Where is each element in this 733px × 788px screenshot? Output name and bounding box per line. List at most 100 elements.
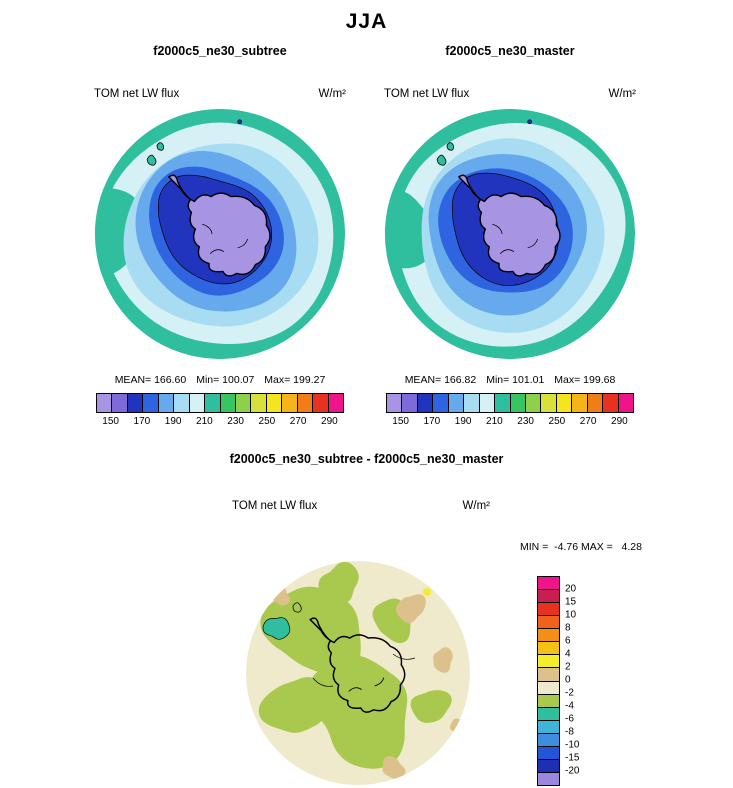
diff-colorbar-label: 10 (565, 609, 577, 621)
colorbar-segment (495, 394, 511, 412)
diff-colorbar-label: 0 (565, 674, 571, 686)
map-wrap (374, 106, 646, 362)
diff-colorbar-label: -4 (565, 700, 574, 712)
colorbar-segment (618, 394, 633, 412)
colorbar-segment (538, 759, 559, 773)
panel-title: f2000c5_ne30_master (445, 44, 575, 58)
colorbar-tick-label: 210 (486, 416, 503, 427)
colorbar-segment (538, 707, 559, 721)
colorbar-tick-label: 210 (196, 416, 213, 427)
colorbar-tick-label: 250 (258, 416, 276, 427)
colorbar-segment (538, 603, 559, 617)
units-label: W/m² (318, 88, 346, 100)
figure-title: JJA (345, 10, 388, 33)
colorbar-tick-label: 230 (227, 416, 244, 427)
colorbar-segment (433, 394, 449, 412)
colorbar-segment (313, 394, 329, 412)
diff-colorbar-label: -10 (565, 739, 580, 751)
colorbar-segment (464, 394, 480, 412)
colorbar-segment (328, 394, 343, 412)
colorbar-segment (297, 394, 314, 412)
colorbar-tick-label: 270 (289, 416, 307, 427)
antarctica-coastline (168, 174, 271, 277)
colorbar-segment (402, 394, 418, 412)
colorbar-segment (251, 394, 267, 412)
colorbar-segment (538, 590, 559, 604)
colorbar-segment (97, 394, 113, 412)
diff-colorbar (537, 576, 560, 786)
colorbar-tick-label: 170 (423, 416, 441, 427)
colorbar-segment (189, 394, 206, 412)
colorbar-ticks-master: 150 170 190 210 230 250 270 290 (385, 416, 635, 428)
colorbar-segment (587, 394, 604, 412)
colorbar-segment (143, 394, 159, 412)
variable-row: TOM net LW flux W/m² (84, 88, 356, 100)
colorbar-tick-label: 250 (548, 416, 566, 427)
diff-colorbar-label: -8 (565, 726, 574, 738)
colorbar-segment (417, 394, 434, 412)
antarctica-coastline (309, 617, 406, 713)
colorbar-segment (479, 394, 496, 412)
colorbar-tick-label: 290 (611, 416, 628, 427)
colorbar-tick-label: 290 (321, 416, 338, 427)
diff-colorbar-label: 15 (565, 596, 577, 608)
colorbar-segment (538, 694, 559, 708)
stat-mean: MEAN= 166.82 (404, 374, 477, 386)
colorbar-segment (538, 681, 559, 695)
stat-min: Min= 100.07 (196, 374, 255, 386)
diff-colorbar-label: 4 (565, 648, 571, 660)
diff-colorbar-label: 8 (565, 622, 571, 634)
units-label: W/m² (608, 88, 636, 100)
colorbar-segment (448, 394, 465, 412)
colorbar-segment (603, 394, 619, 412)
colorbar-segment (538, 720, 559, 734)
stats-line: MEAN= 166.60 Min= 100.07 Max= 199.27 (84, 374, 356, 386)
colorbar-segment (538, 642, 559, 656)
colorbar-tick-label: 150 (392, 416, 409, 427)
colorbar-tick-label: 170 (133, 416, 151, 427)
map-subtree (94, 108, 346, 360)
colorbar-tick-label: 190 (164, 416, 182, 427)
colorbar-master (386, 393, 634, 413)
colorbar-segment (266, 394, 283, 412)
diff-colorbar-label: 6 (565, 635, 571, 647)
colorbar-segment (538, 733, 559, 747)
diff-colorbar-label: 20 (565, 583, 577, 595)
colorbar-segment (538, 668, 559, 682)
colorbar-segment (158, 394, 175, 412)
variable-label: TOM net LW flux (94, 88, 180, 100)
colorbar-segment (538, 772, 559, 785)
stat-min: Min= 101.01 (486, 374, 545, 386)
map-wrap (84, 106, 356, 362)
colorbar-segment (525, 394, 542, 412)
diff-colorbar-label: -20 (565, 765, 580, 777)
colorbar-ticks-subtree: 150 170 190 210 230 250 270 290 (95, 416, 345, 428)
stat-max: Max= 199.68 (554, 374, 616, 386)
map-master (384, 108, 636, 360)
stats-line: MEAN= 166.82 Min= 101.01 Max= 199.68 (374, 374, 646, 386)
colorbar-tick-label: 270 (579, 416, 597, 427)
colorbar-segment (538, 616, 559, 630)
stat-mean: MEAN= 166.60 (114, 374, 187, 386)
colorbar-segment (556, 394, 573, 412)
colorbar-segment (541, 394, 557, 412)
antarctica-coastline (458, 174, 561, 277)
diff-map-wrap (243, 558, 473, 788)
stat-max: Max= 199.27 (264, 374, 326, 386)
diff-colorbar-labels: 20 15 10 8 6 4 2 0 -2 -4 -6 -8 -10 -15 -20 (565, 576, 601, 784)
variable-label: TOM net LW flux (384, 88, 470, 100)
diff-colorbar-label: -2 (565, 687, 574, 699)
diff-panel-title: f2000c5_ne30_subtree - f2000c5_ne30_mast… (229, 452, 504, 466)
colorbar-segment (127, 394, 144, 412)
colorbar-segment (510, 394, 526, 412)
panel-master: f2000c5_ne30_master TOM net LW flux W/m²… (374, 44, 646, 428)
colorbar-segment (205, 394, 221, 412)
diff-colorbar-label: 2 (565, 661, 571, 673)
diff-minmax-label: MIN = -4.76 MAX = 4.28 (520, 541, 642, 553)
colorbar-tick-label: 230 (517, 416, 534, 427)
colorbar-segment (538, 655, 559, 669)
colorbar-segment (538, 577, 559, 591)
colorbar-segment (235, 394, 252, 412)
colorbar-segment (220, 394, 236, 412)
